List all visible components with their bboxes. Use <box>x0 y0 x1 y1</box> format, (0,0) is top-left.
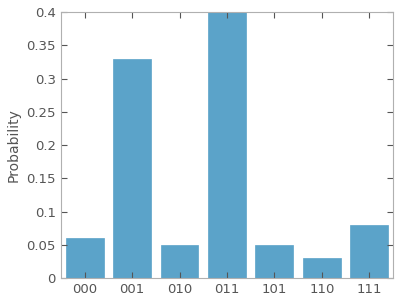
Bar <box>350 225 388 278</box>
Y-axis label: Probability: Probability <box>7 108 21 182</box>
Bar <box>208 12 246 278</box>
Bar <box>113 58 151 278</box>
Bar <box>160 245 198 278</box>
Bar <box>66 238 104 278</box>
Bar <box>256 245 293 278</box>
Bar <box>303 258 341 278</box>
